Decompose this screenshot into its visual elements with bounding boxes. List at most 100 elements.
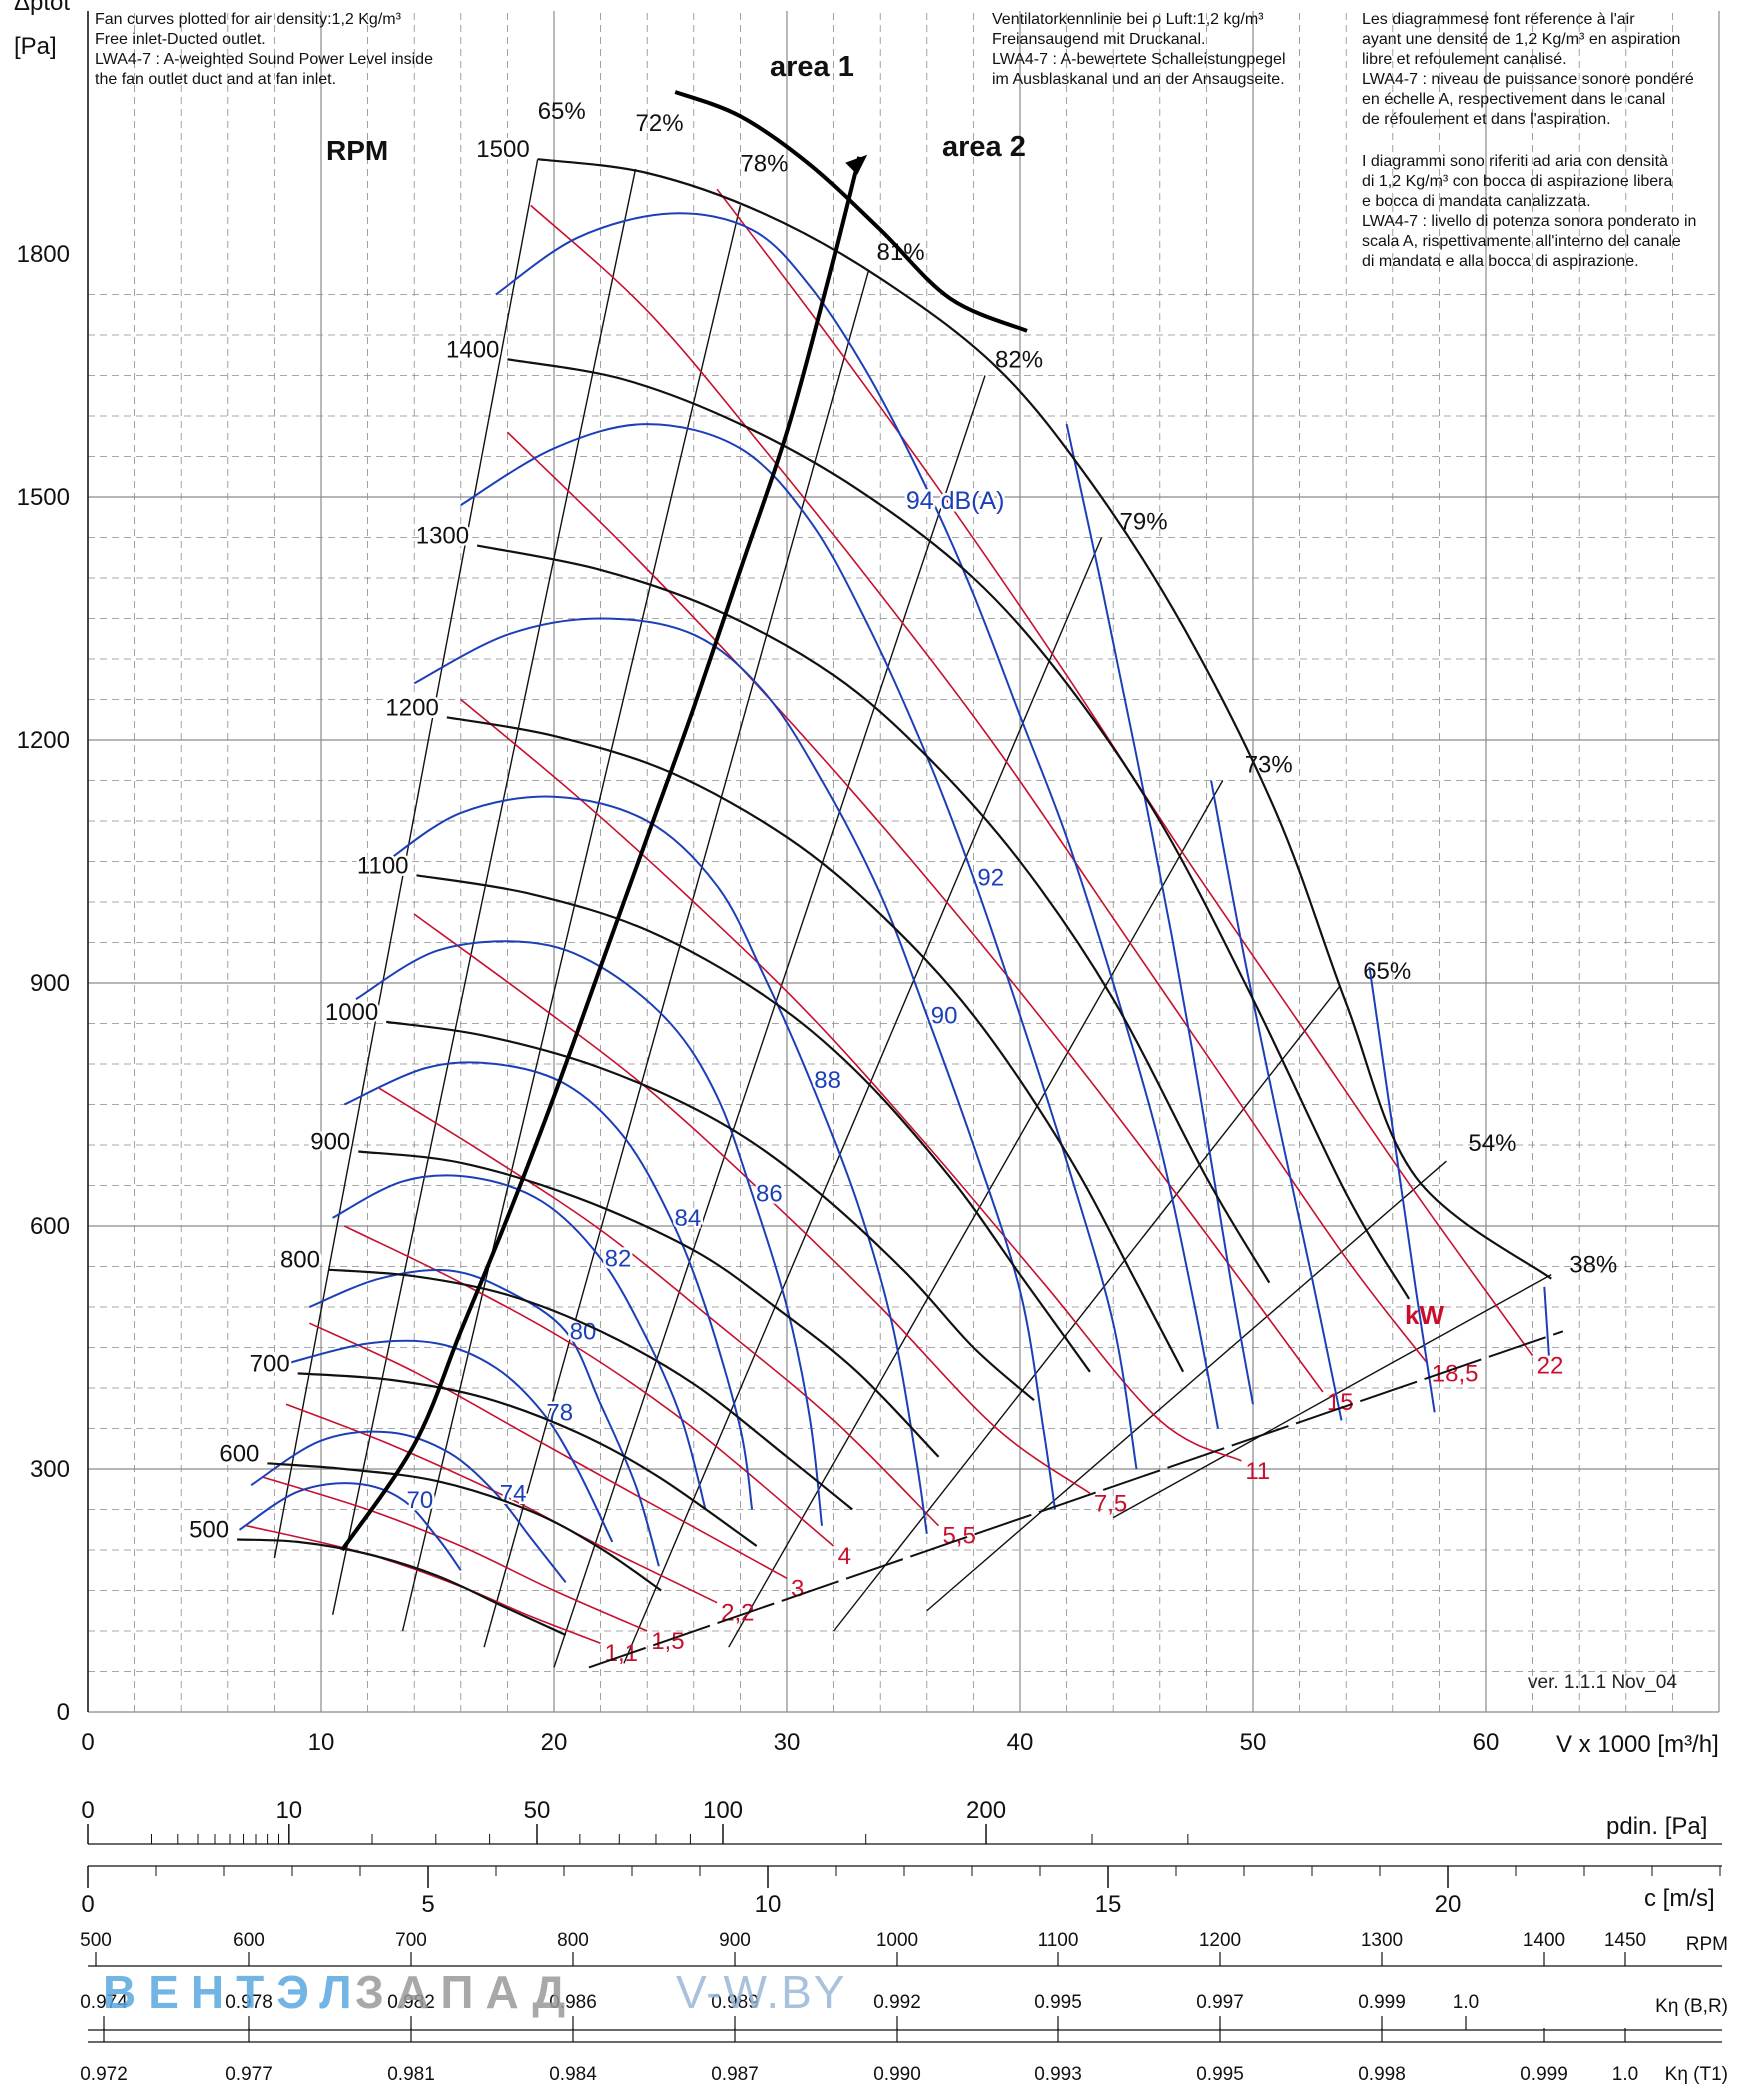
efficiency-line	[623, 537, 1103, 1664]
rpm-tick-label: 600	[233, 1930, 265, 1951]
power-curve-label: 7,5	[1094, 1490, 1127, 1517]
rpm-curve-label: 1200	[385, 694, 438, 721]
rpm-tick-label: 1400	[1523, 1930, 1565, 1951]
efficiency-label: 73%	[1245, 752, 1293, 779]
efficiency-label: 72%	[636, 110, 684, 137]
bottom-scales: 0 10 50 100 200 pdin. [Pa] 0 5 10 15 20 c [m/s] 500 6…	[80, 1797, 1728, 2085]
y-tick-label: 900	[30, 970, 70, 997]
velocity-tick-label: 10	[755, 1891, 782, 1918]
sound-curve	[413, 617, 1056, 1510]
keta-t1-tick-label: 0.984	[549, 2064, 597, 2085]
sound-curve	[460, 423, 1138, 1470]
power-curve	[262, 1476, 648, 1632]
rpm-tick-label: 1100	[1038, 1930, 1079, 1951]
rpm-curve-label: 1000	[325, 999, 378, 1026]
power-curve	[716, 188, 1534, 1357]
rpm-scale-label: RPM	[1686, 1934, 1728, 1955]
keta-t1-tick-label: 0.995	[1196, 2064, 1244, 2085]
power-curve	[530, 204, 1429, 1365]
rpm-curve	[507, 358, 1411, 1300]
rpm-curve	[446, 716, 1185, 1373]
rpm-curve	[327, 1268, 853, 1511]
watermark-mid: ЗАПАД	[355, 1966, 578, 2018]
rpm-title: RPM	[326, 135, 388, 166]
sound-curve	[1210, 780, 1343, 1421]
keta-t1-tick-label: 0.990	[873, 2064, 921, 2085]
efficiency-label: 78%	[740, 150, 788, 177]
sound-curve	[495, 212, 1219, 1429]
area-2-label: area 2	[942, 131, 1026, 163]
power-curve	[378, 1087, 940, 1527]
sound-curve-label: 88	[814, 1067, 841, 1094]
y-tick-label: 600	[30, 1213, 70, 1240]
power-curve-label: 1,5	[651, 1628, 684, 1655]
rpm-curve-label: 500	[189, 1516, 229, 1543]
rpm-curve	[267, 1462, 662, 1592]
power-curve-label: 3	[791, 1575, 804, 1602]
power-curve-label: 2,2	[721, 1600, 754, 1627]
keta-t1-scale-label: Kη (T1)	[1665, 2064, 1728, 2085]
efficiency-label: 65%	[538, 98, 586, 125]
sound-curve	[1065, 423, 1254, 1405]
velocity-tick-label: 0	[81, 1891, 94, 1918]
keta-t1-tick-label: 0.987	[711, 2064, 759, 2085]
keta-br-tick-label: 0.982	[387, 1992, 435, 2013]
rpm-curve	[237, 1538, 567, 1637]
velocity-tick-label: 5	[421, 1891, 434, 1918]
keta-t1-tick-label: 0.972	[80, 2064, 128, 2085]
keta-br-tick-label: 0.992	[873, 1992, 921, 2013]
sound-curve	[355, 940, 823, 1526]
sound-curve-label: 92	[977, 865, 1004, 892]
note-english: Fan curves plotted for air density:1,2 K…	[95, 11, 433, 88]
sound-curve-label: 80	[570, 1318, 597, 1345]
stall-limit-line	[674, 90, 1028, 333]
sound-curve	[285, 1339, 614, 1543]
rpm-tick-label: 1450	[1604, 1930, 1646, 1951]
area-boundary-line	[340, 156, 862, 1552]
rpm-curve	[297, 1372, 758, 1547]
rpm-curve-label: 800	[280, 1247, 320, 1274]
rpm-tick-label: 1000	[876, 1930, 918, 1951]
keta-t1-tick-label: 0.977	[225, 2064, 273, 2085]
efficiency-label: 79%	[1120, 509, 1168, 536]
efficiency-line	[401, 205, 742, 1632]
sound-curve-label: 86	[756, 1181, 783, 1208]
x-tick-label: 20	[541, 1729, 568, 1756]
keta-br-tick-label: 0.978	[225, 1992, 273, 2013]
rpm-curve	[476, 544, 1271, 1284]
keta-br-tick-label: 0.995	[1034, 1992, 1082, 2013]
y-tick-label: 1500	[17, 484, 70, 511]
version-label: ver. 1.1.1 Nov_04	[1528, 1672, 1677, 1693]
rpm-curve	[416, 874, 1091, 1373]
power-curve	[460, 698, 1242, 1462]
keta-t1-tick-label: 0.981	[387, 2064, 435, 2085]
power-curve-label: 1,1	[605, 1640, 638, 1667]
x-tick-label: 10	[308, 1729, 335, 1756]
x-tick-label: 0	[81, 1729, 94, 1756]
sound-curve	[238, 1482, 462, 1571]
efficiency-line	[331, 168, 637, 1615]
watermark-left: ВЕНТЭЛ	[103, 1966, 364, 2018]
rpm-curve	[358, 1150, 940, 1458]
keta-t1-tick-label: 0.998	[1358, 2064, 1406, 2085]
pdin-tick-label: 100	[703, 1797, 743, 1824]
rpm-tick-label: 1300	[1361, 1930, 1403, 1951]
keta-t1-tick-label: 0.993	[1034, 2064, 1082, 2085]
keta-br-tick-label: 0.997	[1196, 1992, 1244, 2013]
y-axis-label-line2: [Pa]	[14, 33, 57, 60]
y-tick-label: 300	[30, 1456, 70, 1483]
velocity-tick-label: 20	[1435, 1891, 1462, 1918]
sound-curve	[250, 1430, 567, 1584]
rpm-curves: 1500 1400 1300 1200 1100 1000 900 800 700 600 500 R…	[187, 134, 1552, 1637]
pdin-scale-label: pdin. [Pa]	[1606, 1813, 1707, 1840]
velocity-tick-label: 15	[1095, 1891, 1122, 1918]
area-1-label: area 1	[770, 51, 854, 83]
efficiency-line	[273, 159, 539, 1559]
rpm-curve	[386, 1020, 1035, 1402]
sound-curve-label: 90	[931, 1002, 958, 1029]
efficiency-line	[728, 780, 1224, 1648]
efficiency-line	[553, 375, 986, 1668]
rpm-curve-label: 1100	[357, 852, 409, 879]
